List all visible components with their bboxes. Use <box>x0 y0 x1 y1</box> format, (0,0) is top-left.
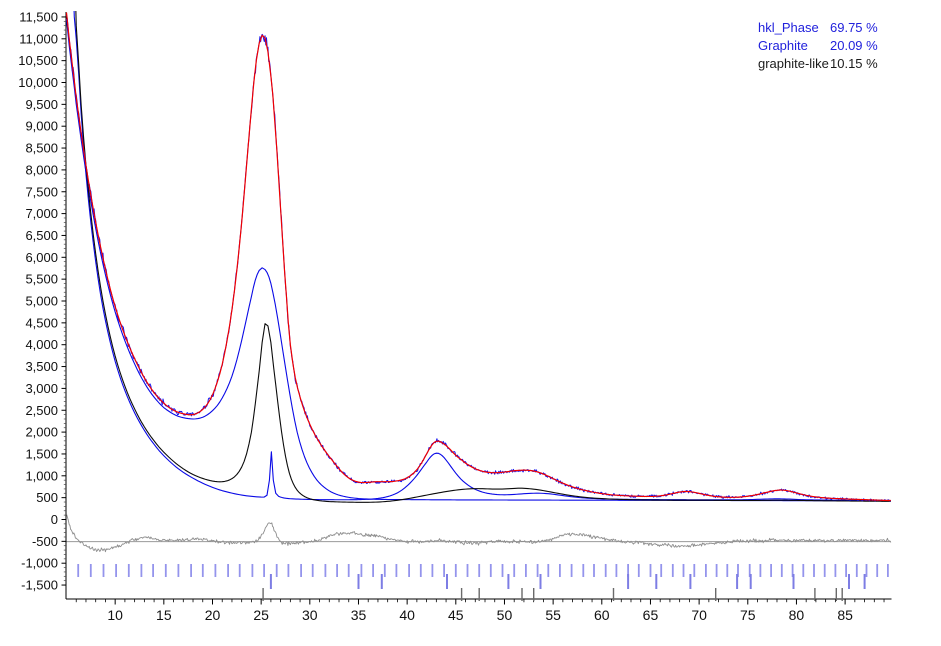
bragg-row-graphite-like <box>262 588 843 601</box>
legend-row-hkl-phase: hkl_Phase 69.75 % <box>758 19 878 37</box>
x-tick-label: 15 <box>156 607 172 623</box>
x-tick-label: 45 <box>448 607 464 623</box>
y-tick-label: 2,000 <box>25 425 58 440</box>
x-axis-labels: 10 15 20 25 30 35 40 45 50 55 60 65 70 75 80 85 <box>107 607 853 623</box>
y-tick-label: 5,000 <box>25 294 58 309</box>
x-tick-label: 60 <box>594 607 610 623</box>
bragg-row-hkl-phase <box>77 564 889 577</box>
y-tick-label: -1,000 <box>21 556 58 571</box>
x-axis-ticks <box>75 599 885 605</box>
y-tick-label: 3,500 <box>25 359 58 374</box>
x-tick-label: 75 <box>740 607 756 623</box>
series-hkl-phase <box>66 19 891 502</box>
y-tick-label: 6,500 <box>25 228 58 243</box>
y-tick-label: 8,500 <box>25 141 58 156</box>
y-tick-label: 11,000 <box>19 31 58 46</box>
legend-row-graphite-like: graphite-like 10.15 % <box>758 55 878 73</box>
x-tick-label: 65 <box>643 607 659 623</box>
x-tick-label: 55 <box>545 607 561 623</box>
x-tick-label: 25 <box>253 607 269 623</box>
y-tick-label: 11,500 <box>19 9 58 24</box>
x-tick-label: 30 <box>302 607 318 623</box>
y-tick-label: 9,000 <box>25 119 58 134</box>
y-tick-label: 5,500 <box>25 272 58 287</box>
series-graphite-like <box>75 11 891 503</box>
x-tick-label: 50 <box>497 607 513 623</box>
legend-value: 20.09 % <box>830 38 878 53</box>
y-tick-label: 0 <box>51 512 58 527</box>
legend-label: graphite-like <box>758 56 829 71</box>
y-axis-labels: 11,500 11,000 10,500 10,000 9,500 9,000 8,500 8… <box>18 9 58 592</box>
x-tick-label: 85 <box>837 607 853 623</box>
y-tick-label: 4,500 <box>25 315 58 330</box>
legend-value: 69.75 % <box>830 20 878 35</box>
legend-value: 10.15 % <box>830 56 878 71</box>
x-tick-label: 70 <box>691 607 707 623</box>
y-tick-label: 2,500 <box>25 403 58 418</box>
y-tick-label: 1,000 <box>25 468 58 483</box>
x-tick-label: 20 <box>205 607 221 623</box>
y-axis-ticks <box>61 16 66 586</box>
series-graphite <box>73 11 891 502</box>
x-tick-label: 80 <box>789 607 805 623</box>
y-tick-label: 6,000 <box>25 250 58 265</box>
x-tick-label: 10 <box>107 607 123 623</box>
x-tick-label: 40 <box>399 607 415 623</box>
axes <box>65 12 892 600</box>
legend-label: hkl_Phase <box>758 20 819 35</box>
y-tick-label: -500 <box>32 534 58 549</box>
series-difference <box>66 513 892 553</box>
y-tick-label: 3,000 <box>25 381 58 396</box>
series-observed <box>66 14 892 502</box>
legend-row-graphite: Graphite 20.09 % <box>758 37 878 55</box>
y-tick-label: 500 <box>36 490 58 505</box>
y-tick-label: 8,000 <box>25 162 58 177</box>
y-tick-label: 7,500 <box>25 184 58 199</box>
y-tick-label: 1,500 <box>25 446 58 461</box>
y-tick-label: 7,000 <box>25 206 58 221</box>
y-tick-label: 4,000 <box>25 337 58 352</box>
y-tick-label: 9,500 <box>25 97 58 112</box>
y-tick-label: 10,000 <box>18 75 58 90</box>
phase-legend: hkl_Phase 69.75 % Graphite 20.09 % graph… <box>758 19 878 73</box>
series-calculated <box>66 12 891 502</box>
y-tick-label: -1,500 <box>21 578 58 593</box>
x-tick-label: 35 <box>351 607 367 623</box>
bragg-row-graphite <box>269 574 866 589</box>
legend-label: Graphite <box>758 38 808 53</box>
y-tick-label: 10,500 <box>18 53 58 68</box>
